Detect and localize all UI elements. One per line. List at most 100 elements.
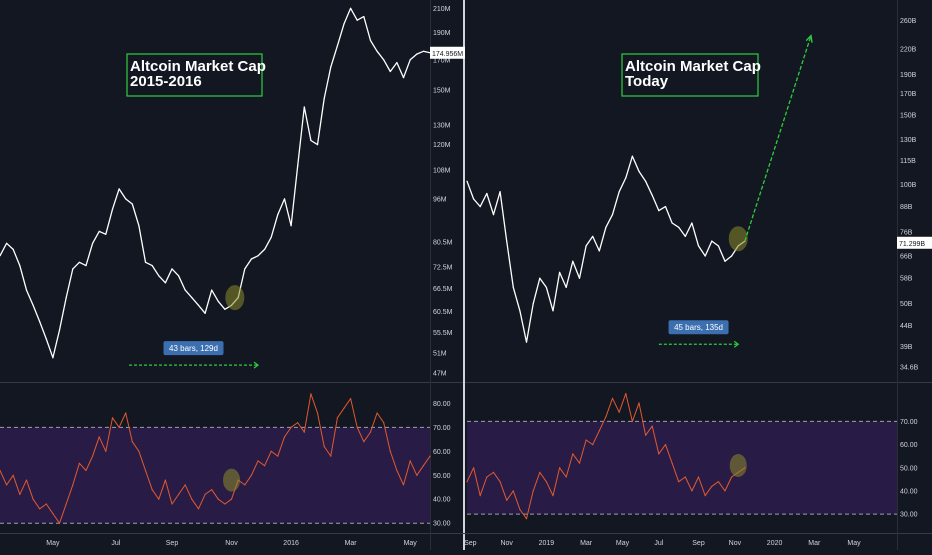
y-tick-label: 72.5M xyxy=(433,265,453,272)
right-rsi-point xyxy=(618,411,620,413)
right-price-point xyxy=(605,226,607,228)
right-price-point xyxy=(572,260,574,262)
right-rsi-point xyxy=(731,476,733,478)
left-rsi-point xyxy=(323,445,325,448)
right-rsi-point xyxy=(691,490,693,492)
left-price-point xyxy=(39,321,41,323)
left-price-series-line xyxy=(0,7,431,359)
right-price-measure-label: 45 bars, 135d xyxy=(674,323,723,332)
right-rsi-point xyxy=(664,444,667,446)
y-tick-label: 96M xyxy=(433,196,447,203)
left-price-point xyxy=(144,261,147,263)
left-rsi-point xyxy=(204,493,206,495)
left-rsi-point xyxy=(111,417,114,419)
left-price-point xyxy=(171,268,173,270)
annotation-layer: 43 bars, 129d 45 bars, 135d xyxy=(129,34,813,492)
y-tick-label: 80.00 xyxy=(433,401,451,408)
right-price-point xyxy=(691,222,693,224)
series-layer xyxy=(0,7,746,524)
y-tick-label: 34.6B xyxy=(900,365,919,372)
right-price-point xyxy=(704,255,706,257)
right-rsi-point xyxy=(552,495,554,497)
left-price-point xyxy=(151,265,153,267)
x-tick-label: May xyxy=(404,540,418,547)
right-price-point xyxy=(565,286,567,288)
right-price-point xyxy=(545,286,548,288)
right-price-point xyxy=(651,194,653,196)
y-tick-label: 60.00 xyxy=(900,442,918,449)
x-tick-label: Nov xyxy=(500,540,513,547)
right-price-current-value-box xyxy=(897,236,932,249)
y-tick-label: 50.00 xyxy=(433,473,451,480)
left-rsi-point xyxy=(283,436,286,438)
left-rsi-point xyxy=(330,455,332,457)
left-rsi-point xyxy=(39,508,41,510)
left-price-point xyxy=(270,236,272,238)
left-rsi-point xyxy=(343,407,345,409)
left-price-point xyxy=(264,248,266,250)
left-price-point xyxy=(277,214,279,216)
x-tick-label: May xyxy=(616,540,630,547)
left-rsi-point xyxy=(224,503,226,505)
left-price-point xyxy=(191,297,193,299)
y-tick-label: 44B xyxy=(900,323,913,330)
left-rsi-point xyxy=(19,493,21,495)
right-rsi-point xyxy=(598,430,600,432)
x-tick-label: Mar xyxy=(345,540,358,547)
x-tick-label: Sep xyxy=(692,540,705,547)
right-price-point xyxy=(466,180,468,182)
left-price-point xyxy=(6,242,8,244)
right-price-point xyxy=(664,206,667,208)
right-price-point xyxy=(592,235,594,237)
left-rsi-point xyxy=(197,508,200,510)
left-price-point xyxy=(389,70,391,73)
right-rsi-point xyxy=(592,444,594,446)
left-rsi-point xyxy=(290,426,292,428)
y-tick-label: 60.5M xyxy=(433,309,453,316)
left-price-highlight xyxy=(225,285,245,311)
left-price-point xyxy=(211,289,213,291)
left-rsi-point xyxy=(78,462,80,464)
right-rsi-point xyxy=(486,476,488,478)
left-price-point xyxy=(303,106,305,108)
left-rsi-point xyxy=(144,469,147,472)
left-rsi-point xyxy=(178,493,180,495)
left-price-point xyxy=(224,308,226,310)
left-rsi-point xyxy=(402,484,405,486)
left-rsi-point xyxy=(257,460,259,462)
right-rsi-point xyxy=(525,518,528,520)
left-price-point xyxy=(350,7,352,9)
left-price-point xyxy=(178,275,180,277)
left-rsi-point xyxy=(376,412,378,414)
left-price-current-value-label: 174.956M xyxy=(432,51,463,58)
left-rsi-point xyxy=(158,498,160,500)
right-price-point xyxy=(658,210,660,212)
right-price-point xyxy=(479,206,481,208)
left-rsi-point xyxy=(85,469,87,472)
right-rsi-point xyxy=(678,481,680,483)
right-rsi-point xyxy=(704,495,706,497)
left-rsi-point xyxy=(277,455,279,457)
x-tick-label: 2016 xyxy=(283,540,299,547)
left-price-point xyxy=(297,165,299,167)
left-rsi-point xyxy=(184,484,186,486)
y-tick-label: 50B xyxy=(900,301,913,308)
y-tick-label: 55.5M xyxy=(433,330,453,337)
y-tick-label: 70.00 xyxy=(900,419,918,426)
y-tick-label: 150B xyxy=(900,113,917,120)
y-tick-label: 190B xyxy=(900,72,917,79)
right-rsi-point xyxy=(717,481,720,483)
left-rsi-point xyxy=(131,441,133,443)
y-tick-label: 190M xyxy=(433,30,451,37)
right-price-highlight xyxy=(728,226,748,252)
x-tick-label: 2019 xyxy=(539,540,555,547)
left-price-point xyxy=(138,225,140,227)
right-rsi-point xyxy=(711,485,713,487)
left-rsi-point xyxy=(92,455,94,457)
right-price-measure-badge xyxy=(668,320,729,335)
left-price-point xyxy=(409,59,411,61)
left-rsi-point xyxy=(350,398,352,400)
y-tick-label: 70.00 xyxy=(433,425,451,432)
